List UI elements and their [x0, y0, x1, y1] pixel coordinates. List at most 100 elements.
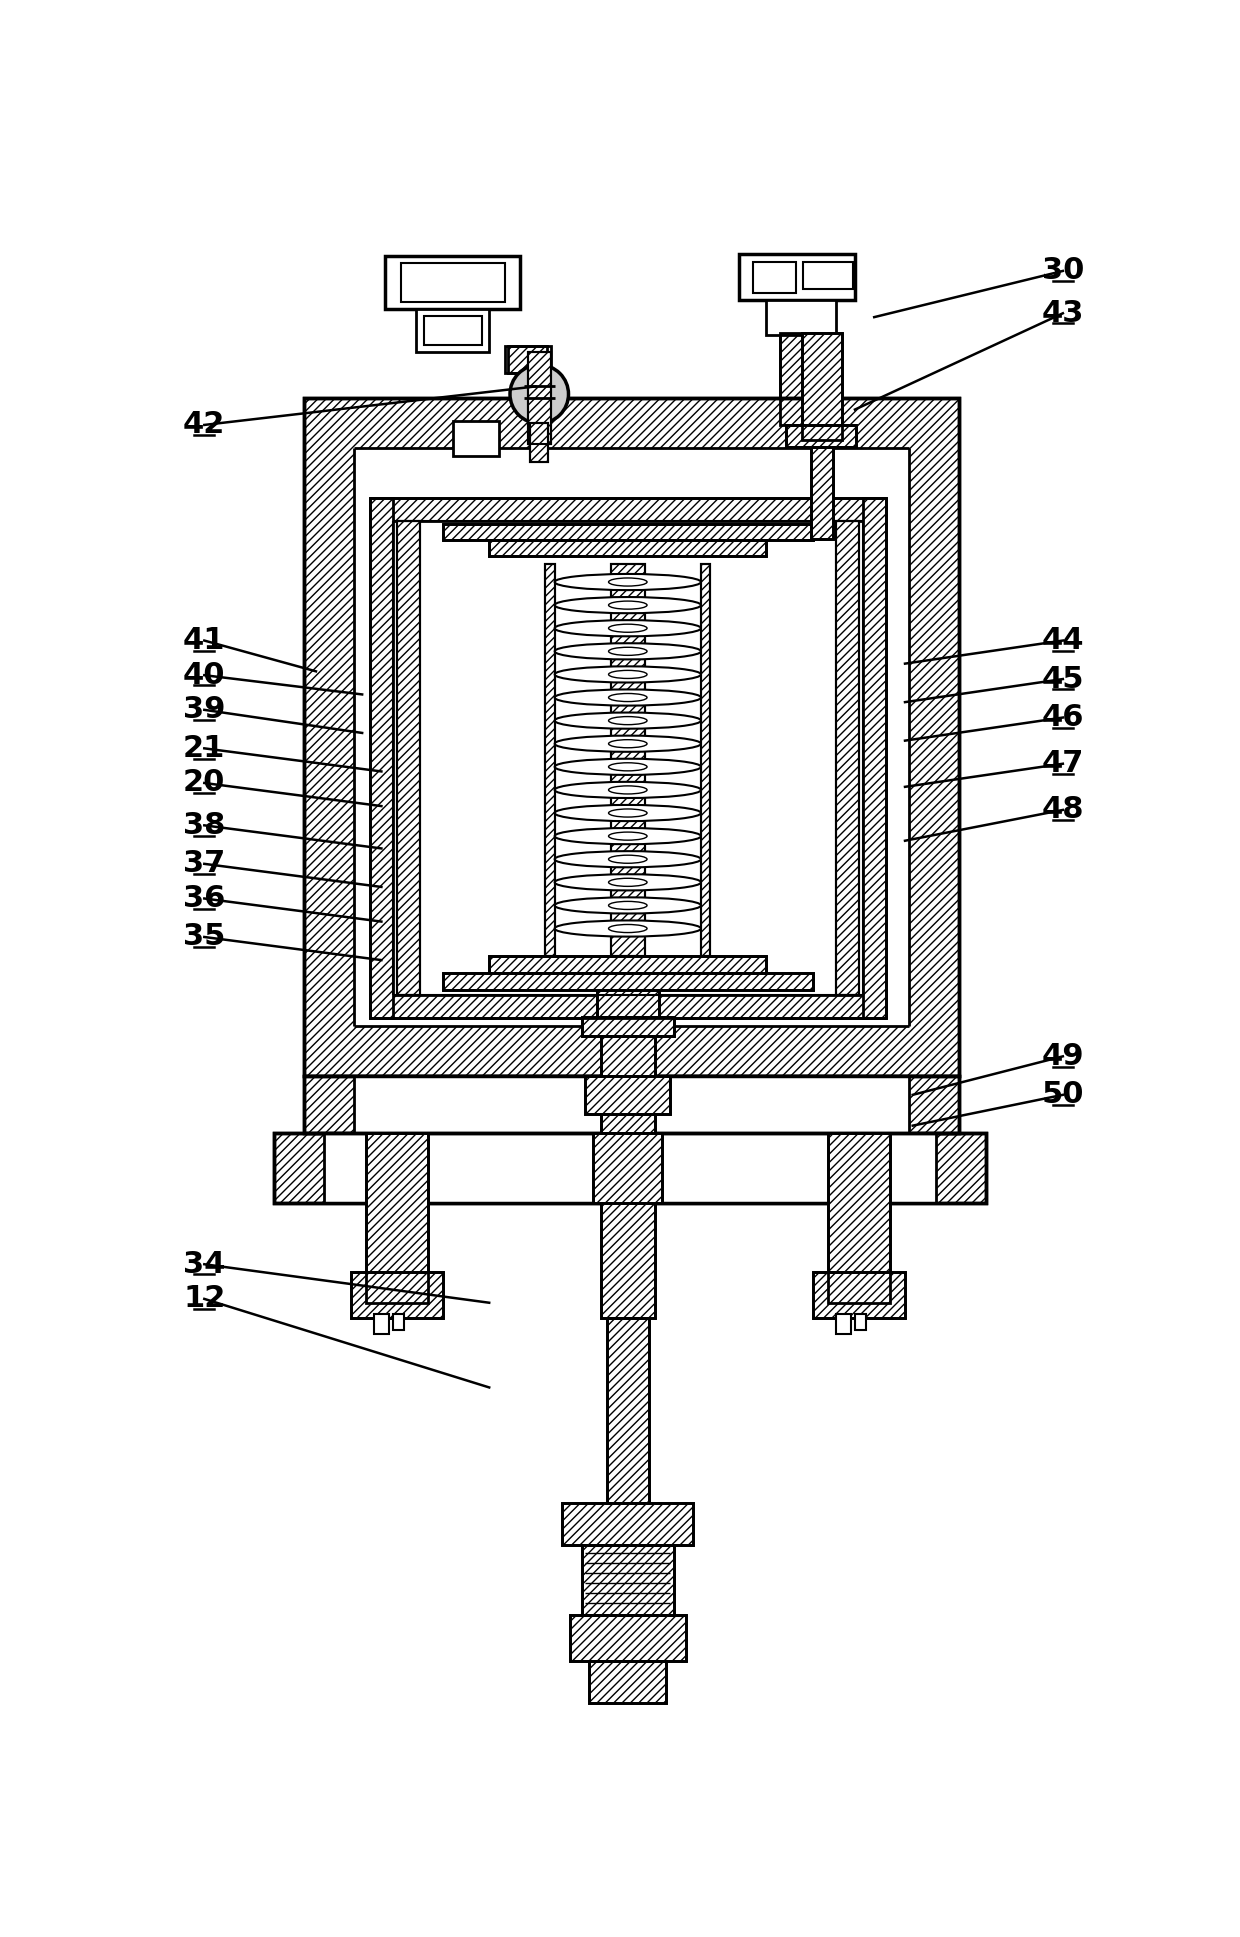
Text: 38: 38	[184, 812, 226, 841]
Bar	[366, 1133, 428, 1304]
Bar	[528, 353, 551, 444]
Bar	[443, 972, 812, 990]
Bar	[589, 1660, 666, 1703]
Bar	[582, 1017, 675, 1036]
Ellipse shape	[609, 624, 647, 631]
Bar	[596, 990, 658, 1017]
Bar	[370, 498, 885, 521]
Ellipse shape	[554, 897, 701, 914]
Bar	[863, 498, 885, 1017]
Ellipse shape	[609, 647, 647, 655]
Bar	[546, 564, 554, 957]
Bar	[304, 397, 959, 1075]
Bar	[397, 521, 420, 996]
Bar	[828, 1133, 889, 1304]
Circle shape	[510, 364, 568, 424]
Ellipse shape	[554, 736, 701, 752]
Bar	[529, 424, 548, 461]
Bar	[274, 1133, 986, 1203]
Text: 36: 36	[184, 883, 226, 912]
Ellipse shape	[554, 759, 701, 775]
Bar	[563, 1503, 693, 1546]
Bar	[351, 1273, 443, 1319]
Bar	[582, 1546, 675, 1615]
Bar	[453, 420, 500, 455]
Bar	[528, 353, 551, 444]
Bar	[370, 996, 885, 1017]
Ellipse shape	[609, 717, 647, 724]
Bar	[596, 990, 658, 1017]
Bar	[274, 1133, 986, 1203]
Text: 40: 40	[184, 661, 226, 690]
Text: 30: 30	[1042, 256, 1084, 285]
Bar	[393, 1315, 404, 1329]
Ellipse shape	[554, 920, 701, 938]
Text: 34: 34	[184, 1249, 226, 1278]
Ellipse shape	[554, 806, 701, 821]
Ellipse shape	[554, 597, 701, 614]
Bar	[836, 521, 859, 996]
Text: 43: 43	[1042, 298, 1084, 327]
Bar	[701, 564, 711, 957]
Bar	[593, 1133, 662, 1203]
Bar	[754, 261, 796, 292]
Bar	[324, 1133, 936, 1203]
Ellipse shape	[609, 670, 647, 678]
Bar	[812, 1273, 905, 1319]
Text: 35: 35	[184, 922, 226, 951]
Bar	[304, 397, 959, 1075]
Text: 21: 21	[184, 734, 226, 763]
Bar	[589, 1660, 666, 1703]
Ellipse shape	[609, 877, 647, 887]
Ellipse shape	[554, 783, 701, 798]
Bar	[766, 300, 836, 335]
Bar	[490, 957, 766, 972]
Text: 44: 44	[1042, 626, 1084, 655]
Ellipse shape	[554, 827, 701, 845]
Ellipse shape	[609, 901, 647, 910]
Text: 12: 12	[184, 1284, 226, 1313]
Text: 41: 41	[184, 626, 226, 655]
Bar	[546, 564, 554, 957]
Ellipse shape	[609, 786, 647, 794]
Bar	[366, 1133, 428, 1304]
Bar	[582, 1546, 675, 1615]
Bar	[393, 521, 863, 996]
Bar	[585, 1075, 670, 1114]
Bar	[401, 263, 505, 302]
Bar	[811, 447, 832, 538]
Ellipse shape	[609, 810, 647, 817]
Bar	[786, 424, 856, 447]
Bar	[828, 1133, 889, 1304]
Bar	[780, 333, 821, 424]
Ellipse shape	[609, 833, 647, 841]
Ellipse shape	[554, 874, 701, 891]
Bar	[802, 333, 842, 440]
Ellipse shape	[609, 854, 647, 864]
Ellipse shape	[554, 713, 701, 728]
Bar	[490, 957, 766, 972]
Bar	[505, 347, 551, 374]
Bar	[701, 564, 711, 957]
Ellipse shape	[554, 573, 701, 591]
Bar	[443, 523, 812, 540]
Text: 50: 50	[1042, 1081, 1084, 1110]
Text: 45: 45	[1042, 664, 1084, 693]
Ellipse shape	[609, 600, 647, 608]
Bar	[601, 1036, 655, 1319]
Ellipse shape	[554, 666, 701, 682]
Bar	[836, 1315, 851, 1333]
Bar	[355, 1075, 909, 1133]
Text: 47: 47	[1042, 750, 1084, 779]
Bar	[304, 1075, 959, 1133]
Bar	[570, 1615, 686, 1660]
Bar	[836, 521, 859, 996]
Bar	[373, 1315, 389, 1333]
Ellipse shape	[609, 924, 647, 932]
Bar	[780, 333, 821, 424]
Text: 46: 46	[1042, 703, 1084, 732]
Bar	[804, 261, 853, 289]
Bar	[611, 564, 645, 957]
Bar	[490, 540, 766, 556]
Bar	[529, 424, 548, 461]
